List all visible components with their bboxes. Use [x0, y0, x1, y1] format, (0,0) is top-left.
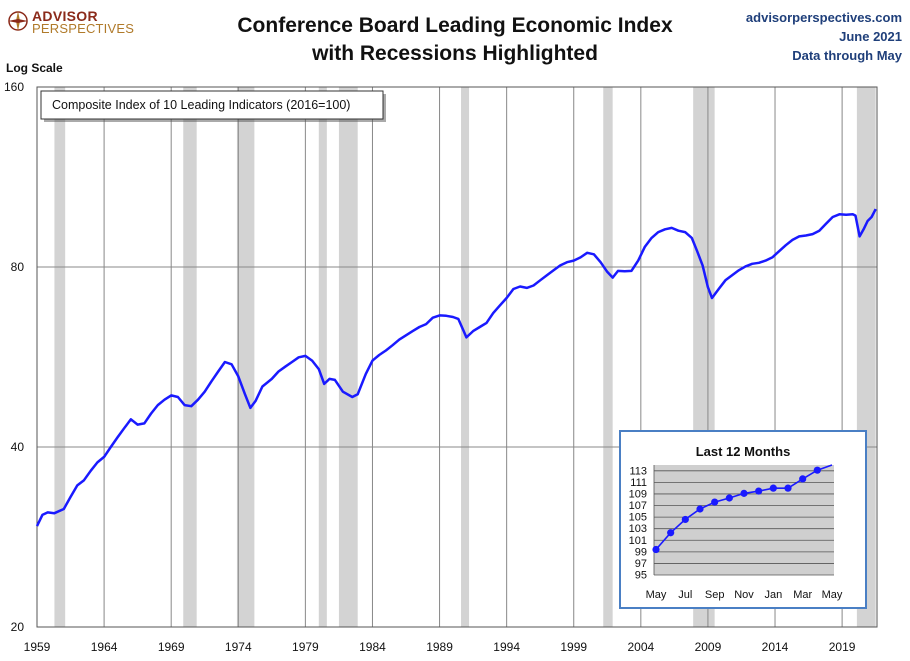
- inset-data-point: [755, 487, 763, 495]
- recession-band: [54, 87, 66, 627]
- x-tick-label: 1959: [24, 640, 51, 654]
- source-block: advisorperspectives.com June 2021 Data t…: [746, 8, 902, 65]
- legend-label: Composite Index of 10 Leading Indicators…: [52, 98, 350, 112]
- inset-plot-bg: [654, 465, 834, 575]
- recession-band: [461, 87, 470, 627]
- inset-y-tick-label: 111: [630, 477, 647, 489]
- x-tick-label: 1994: [493, 640, 520, 654]
- inset-data-point: [784, 484, 792, 492]
- x-tick-label: 1969: [158, 640, 185, 654]
- x-tick-label: 2019: [829, 640, 856, 654]
- x-tick-label: 1974: [225, 640, 252, 654]
- x-tick-label: 2004: [627, 640, 654, 654]
- source-site: advisorperspectives.com: [745, 10, 902, 25]
- inset-y-tick-label: 99: [635, 546, 647, 558]
- inset-y-tick-label: 103: [629, 523, 647, 535]
- inset-data-point: [667, 529, 675, 537]
- inset-title: Last 12 Months: [695, 444, 791, 459]
- recession-band: [603, 87, 613, 627]
- recession-band: [236, 87, 255, 627]
- recession-band: [338, 87, 358, 627]
- x-tick-label: 1964: [91, 640, 118, 654]
- recession-band: [183, 87, 197, 627]
- x-tick-label: 1979: [292, 640, 319, 654]
- inset-y-tick-label: 101: [629, 535, 647, 547]
- y-tick-label: 20: [11, 620, 25, 634]
- inset-x-tick-label: Mar: [793, 589, 812, 601]
- inset-x-tick-label: Jul: [678, 589, 692, 601]
- logo-line2: PERSPECTIVES: [32, 21, 135, 36]
- x-tick-label: 2014: [762, 640, 789, 654]
- inset-y-tick-label: 105: [629, 512, 647, 524]
- compass-icon: [8, 11, 28, 31]
- inset-x-tick-label: Jan: [764, 589, 782, 601]
- inset-y-tick-label: 95: [635, 570, 647, 582]
- legend-box: [40, 90, 384, 120]
- logo-line1: ADVISOR: [32, 8, 98, 24]
- inset-panel: Last 12 Months 95 97 99 101 103 105 107 109 111 1…: [619, 430, 867, 609]
- inset-data-point: [711, 498, 719, 506]
- inset-x-tick-label: Sep: [705, 589, 725, 601]
- inset-y-tick-label: 109: [629, 488, 647, 500]
- source-date: June 2021: [839, 29, 902, 44]
- x-tick-label: 1989: [426, 640, 453, 654]
- x-tick-label: 1984: [359, 640, 386, 654]
- inset-x-tick-label: May: [646, 589, 667, 601]
- y-axis-label: Log Scale: [6, 61, 63, 75]
- recession-band: [318, 87, 327, 627]
- inset-y-tick-label: 113: [629, 465, 647, 477]
- inset-data-point: [681, 515, 689, 524]
- inset-x-tick-label: Nov: [734, 589, 754, 601]
- x-tick-label: 2009: [695, 640, 722, 654]
- y-tick-label: 80: [11, 260, 25, 274]
- lei-series-line: [35, 208, 877, 527]
- inset-data-point: [740, 489, 748, 497]
- title-line1: Conference Board Leading Economic Index: [237, 14, 673, 37]
- title-line2: with Recessions Highlighted: [312, 42, 598, 65]
- inset-x-tick-label: May: [822, 589, 843, 601]
- logo: ADVISOR PERSPECTIVES: [6, 6, 136, 36]
- inset-data-point: [769, 484, 777, 492]
- inset-data-point: [799, 475, 807, 483]
- y-tick-label: 160: [4, 80, 24, 94]
- inset-y-tick-label: 97: [635, 558, 647, 570]
- inset-y-tick-label: 107: [629, 500, 647, 512]
- inset-data-point: [696, 505, 704, 513]
- source-note: Data through May: [792, 48, 902, 63]
- chart-title: Conference Board Leading Economic Index …: [175, 12, 735, 68]
- inset-data-point: [725, 494, 733, 502]
- y-tick-label: 40: [11, 440, 25, 454]
- inset-data-point: [652, 545, 660, 554]
- inset-data-point: [813, 466, 821, 474]
- x-tick-label: 1999: [560, 640, 587, 654]
- plot-border: [36, 86, 878, 628]
